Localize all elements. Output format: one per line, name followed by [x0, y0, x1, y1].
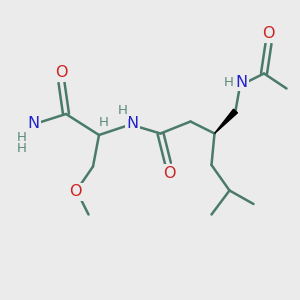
Text: N: N	[127, 116, 139, 131]
Text: H: H	[17, 142, 26, 155]
Text: O: O	[163, 166, 176, 181]
Text: O: O	[262, 26, 275, 41]
Text: H: H	[224, 76, 233, 89]
Text: N: N	[236, 75, 247, 90]
Text: O: O	[69, 184, 81, 200]
Text: H: H	[99, 116, 108, 129]
Text: H: H	[118, 104, 128, 118]
Text: O: O	[55, 65, 68, 80]
Text: H: H	[17, 130, 26, 144]
Text: N: N	[27, 116, 39, 131]
Polygon shape	[214, 109, 238, 134]
